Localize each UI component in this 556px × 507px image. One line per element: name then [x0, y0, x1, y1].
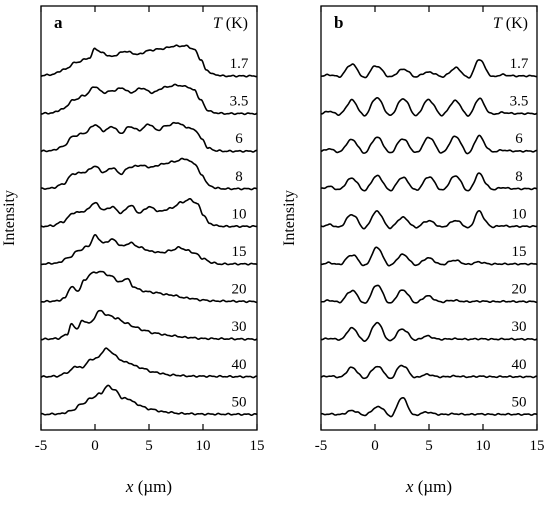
trace-T-1.7	[320, 59, 538, 79]
x-tick-label: 10	[476, 438, 491, 454]
panel-label: b	[334, 13, 343, 32]
trace-T-20	[320, 284, 538, 304]
x-axis-label-var: x	[125, 477, 134, 496]
series-label: 40	[232, 357, 247, 373]
series-label: 6	[235, 131, 243, 147]
series-label: 30	[512, 319, 527, 335]
trace-T-50	[40, 384, 258, 416]
trace-T-6	[320, 134, 538, 155]
y-axis-label: Intensity	[281, 190, 298, 246]
panel-b: -5 0 5 10 15 x (µm) Intensity b T (K) 1.7 3.5 6 8 10 1…	[281, 5, 545, 496]
series-label: 1.7	[230, 56, 249, 72]
x-tick-label: 15	[530, 438, 545, 454]
y-axis-label: Intensity	[1, 190, 18, 246]
series-label: 40	[512, 357, 527, 373]
series-label: 8	[235, 169, 243, 185]
trace-T-8	[40, 157, 258, 191]
panel-a: -5 0 5 10 15 x (µm) Intensity a T (K) 1.7 3.5 6 8 10 1…	[1, 5, 265, 496]
legend-title: T (K)	[493, 15, 528, 32]
x-tick-label: 0	[371, 438, 379, 454]
trace-T-20	[40, 270, 258, 304]
trace-T-30	[40, 309, 258, 341]
trace-T-10	[320, 210, 538, 230]
series-label: 20	[512, 282, 527, 298]
series-label: 8	[515, 169, 523, 185]
x-tick-label: 10	[196, 438, 211, 454]
legend-title: T (K)	[213, 15, 248, 32]
legend-title-unit: (K)	[222, 15, 248, 32]
x-axis-label: x (µm)	[125, 477, 172, 496]
x-axis-label-unit: (µm)	[133, 477, 172, 496]
trace-T-15	[40, 233, 258, 266]
x-tick-label: 5	[425, 438, 433, 454]
series-label: 10	[512, 206, 527, 222]
series-label: 10	[232, 206, 247, 222]
series-label: 3.5	[510, 94, 529, 110]
x-tick-label: 5	[145, 438, 153, 454]
series-label: 30	[232, 319, 247, 335]
series-label: 20	[232, 282, 247, 298]
x-tick-label: -5	[315, 438, 328, 454]
trace-T-40	[320, 364, 538, 380]
trace-T-50	[320, 396, 538, 418]
trace-T-1.7	[40, 44, 258, 78]
legend-title-var: T	[213, 15, 223, 32]
series-label: 50	[232, 394, 247, 410]
series-label: 1.7	[510, 56, 529, 72]
trace-T-6	[40, 121, 258, 153]
trace-T-40	[40, 347, 258, 379]
x-axis-label-unit: (µm)	[413, 477, 452, 496]
x-tick-label: -5	[35, 438, 48, 454]
legend-title-unit: (K)	[502, 15, 528, 32]
legend-title-var: T	[493, 15, 503, 32]
plot-frame	[320, 5, 538, 431]
x-axis-label: x (µm)	[405, 477, 452, 496]
series-label: 50	[512, 394, 527, 410]
x-tick-label: 15	[250, 438, 265, 454]
trace-T-8	[320, 172, 538, 192]
series-label: 3.5	[230, 94, 249, 110]
series-label: 6	[515, 131, 523, 147]
series-label: 15	[512, 244, 527, 260]
series-label: 15	[232, 244, 247, 260]
panel-label: a	[54, 13, 63, 32]
trace-T-30	[320, 321, 538, 342]
x-axis-label-var: x	[405, 477, 414, 496]
trace-T-15	[320, 246, 538, 267]
x-tick-label: 0	[91, 438, 99, 454]
trace-T-3.5	[40, 83, 258, 116]
trace-T-10	[40, 197, 258, 228]
trace-T-3.5	[320, 96, 538, 117]
